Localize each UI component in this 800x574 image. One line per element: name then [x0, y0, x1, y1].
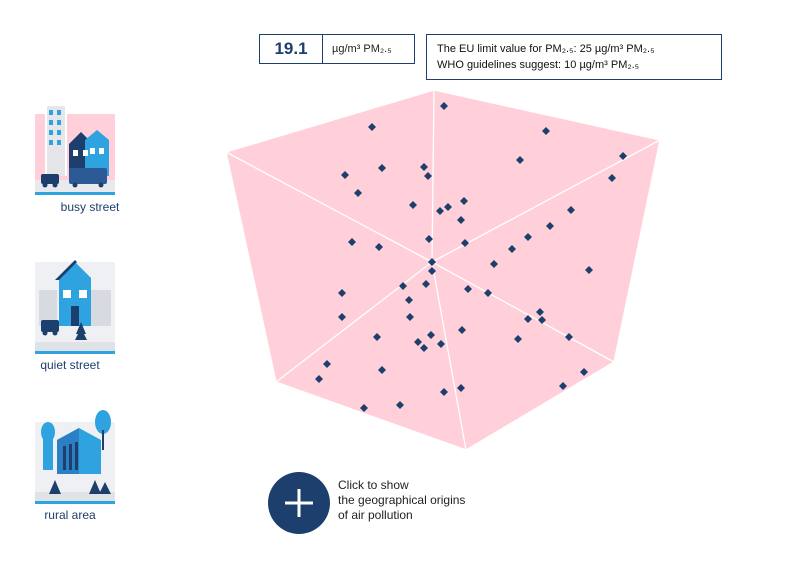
particle — [484, 289, 492, 297]
particle — [437, 340, 445, 348]
location-label: quiet street — [40, 358, 100, 372]
particle — [425, 235, 433, 243]
particle — [396, 401, 404, 409]
particle — [457, 384, 465, 392]
particle — [427, 331, 435, 339]
pm-unit: µg/m³ PM₂.₅ — [332, 43, 392, 55]
particle — [422, 280, 430, 288]
eu-limit-text: The EU limit value for PM₂.₅: 25 µg/m³ P… — [437, 43, 655, 55]
particle — [338, 313, 346, 321]
particle — [440, 388, 448, 396]
particle — [559, 382, 567, 390]
particle — [375, 243, 383, 251]
particle — [508, 245, 516, 253]
rural-area-icon — [35, 410, 115, 504]
particle — [405, 296, 413, 304]
quiet-street-icon — [35, 260, 115, 354]
particle — [378, 366, 386, 374]
plus-icon — [285, 489, 313, 517]
particle — [567, 206, 575, 214]
show-origins-button[interactable] — [268, 472, 330, 534]
location-label: rural area — [44, 508, 96, 522]
particle — [373, 333, 381, 341]
particle — [546, 222, 554, 230]
particle — [580, 368, 588, 376]
cube-edges — [225, 89, 661, 451]
particle — [460, 197, 468, 205]
particle — [338, 289, 346, 297]
particle — [315, 375, 323, 383]
particle — [464, 285, 472, 293]
particle — [436, 207, 444, 215]
pm-value: 19.1 — [260, 35, 323, 63]
particle — [542, 127, 550, 135]
particle — [536, 308, 544, 316]
particle — [444, 203, 452, 211]
particle — [514, 335, 522, 343]
particle — [428, 258, 436, 266]
limits-info-box: The EU limit value for PM₂.₅: 25 µg/m³ P… — [426, 34, 722, 80]
particle — [585, 266, 593, 274]
particle — [420, 344, 428, 352]
particle — [565, 333, 573, 341]
pm-value-box: 19.1 µg/m³ PM₂.₅ — [259, 34, 415, 64]
location-label: busy street — [60, 200, 120, 214]
particle — [516, 156, 524, 164]
particle — [348, 238, 356, 246]
particle — [461, 239, 469, 247]
particle — [414, 338, 422, 346]
location-rural-area[interactable]: rural area — [20, 400, 130, 522]
particle — [428, 267, 436, 275]
location-quiet-street[interactable]: quiet street — [20, 250, 130, 372]
particle — [458, 326, 466, 334]
particle — [524, 315, 532, 323]
particle-points — [315, 102, 627, 412]
particle — [368, 123, 376, 131]
particle — [406, 313, 414, 321]
cube-faces — [226, 90, 660, 450]
particle — [440, 102, 448, 110]
particle — [323, 360, 331, 368]
particle — [538, 316, 546, 324]
particle — [378, 164, 386, 172]
particle — [490, 260, 498, 268]
particle — [409, 201, 417, 209]
particle — [360, 404, 368, 412]
particle — [424, 172, 432, 180]
busy-street-icon — [35, 102, 115, 195]
particle — [420, 163, 428, 171]
location-busy-street[interactable]: busy street — [20, 96, 130, 214]
particle — [608, 174, 616, 182]
particle — [619, 152, 627, 160]
particle — [354, 189, 362, 197]
show-origins-label: Click to show the geographical origins o… — [338, 478, 466, 522]
particle — [341, 171, 349, 179]
particle — [524, 233, 532, 241]
particle — [457, 216, 465, 224]
particle — [399, 282, 407, 290]
who-guideline-text: WHO guidelines suggest: 10 µg/m³ PM₂.₅ — [437, 59, 640, 71]
